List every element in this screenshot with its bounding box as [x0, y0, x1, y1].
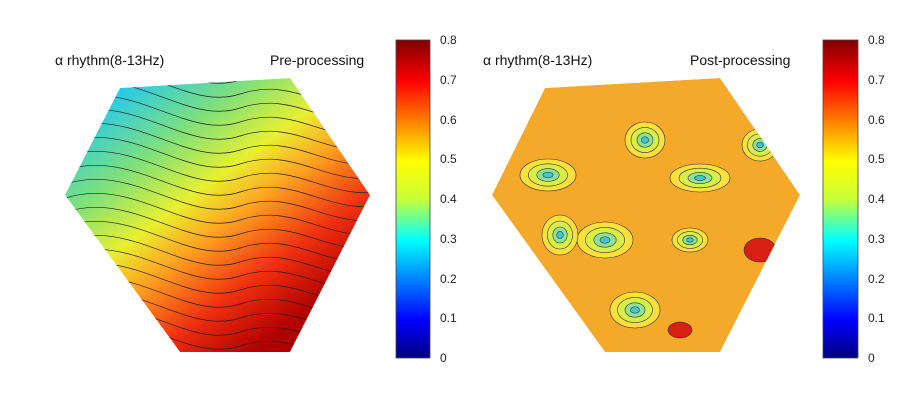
contour-line — [65, 164, 370, 208]
colorbar-tick-label: 0.2 — [868, 271, 885, 286]
post-title-left: α rhythm(8-13Hz) — [483, 52, 593, 68]
contour-line — [65, 192, 370, 236]
pre-title-right: Pre-processing — [270, 52, 365, 68]
pre-topomap-surface — [65, 78, 370, 352]
colorbar-post — [822, 39, 859, 359]
contour-blob-high — [743, 237, 777, 263]
contour-blob-high — [667, 321, 693, 339]
colorbar-tick-label: 0 — [440, 351, 447, 365]
colorbar-tick-label: 0.7 — [868, 72, 885, 87]
post-topomap-surface — [492, 78, 800, 352]
contour-line — [65, 150, 370, 194]
colorbar-tick-label: 0.8 — [868, 33, 885, 47]
colorbar-tick-label: 0.4 — [868, 192, 885, 206]
pre-processing-topomap — [65, 78, 370, 352]
colorbar-tick-label: 0 — [868, 351, 875, 365]
contour-blob — [686, 237, 694, 243]
colorbar-tick-label: 0.3 — [440, 231, 457, 246]
colorbar-tick-label: 0.8 — [440, 33, 457, 47]
contour-blob — [641, 136, 649, 144]
colorbar-pre — [395, 39, 431, 359]
contour-blob — [556, 231, 564, 239]
contour-line — [65, 178, 370, 222]
colorbar-tick-label: 0.5 — [440, 152, 457, 167]
contour-blob — [630, 306, 640, 314]
contour-line — [65, 346, 370, 352]
colorbar-tick-label: 0.1 — [440, 311, 457, 326]
colorbar-tick-label: 0.3 — [868, 231, 885, 246]
colorbar-tick-label: 0.1 — [868, 311, 885, 326]
colorbar-tick-label: 0.6 — [868, 112, 885, 127]
contour-blob — [694, 175, 706, 181]
contour-line — [65, 122, 370, 166]
colorbar-tick-label: 0.7 — [440, 72, 457, 87]
contour-blob — [599, 236, 611, 244]
colorbar-tick-label: 0.5 — [868, 152, 885, 167]
post-contour-blobs — [519, 121, 779, 339]
contour-line — [65, 136, 370, 180]
colorbar-tick-label: 0.2 — [440, 271, 457, 286]
colorbar-tick-label: 0.4 — [440, 192, 457, 206]
contour-blob — [756, 141, 764, 149]
pre-title-left: α rhythm(8-13Hz) — [55, 52, 165, 68]
contour-line — [65, 206, 370, 250]
colorbar-tick-label: 0.6 — [440, 112, 457, 127]
post-title-right: Post-processing — [690, 52, 791, 68]
contour-blob — [542, 171, 554, 179]
post-processing-topomap — [492, 78, 800, 352]
